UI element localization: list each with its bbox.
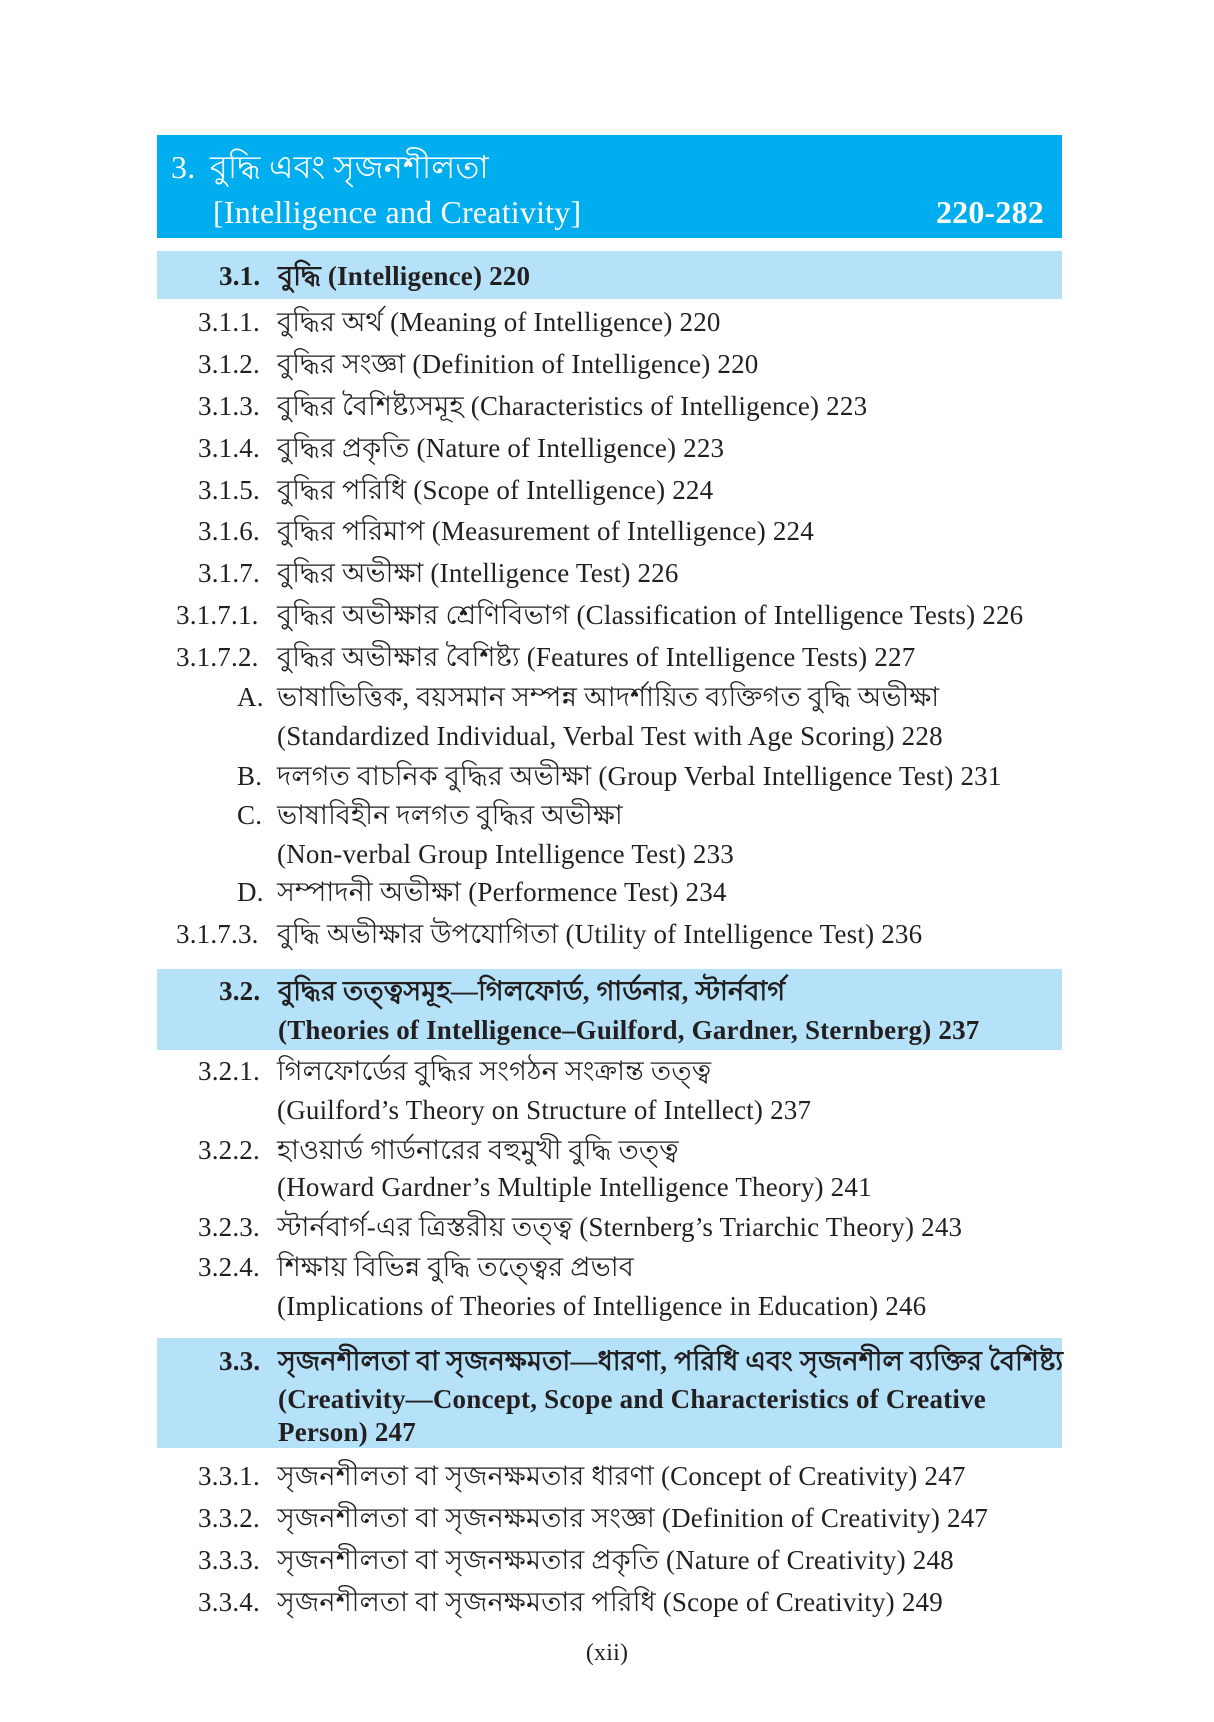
toc-entry-number: 3.1. <box>219 261 261 291</box>
toc-entry-number: C. <box>237 800 263 830</box>
toc-entry-number: 3.1.7. <box>198 558 260 588</box>
chapter-pages: 220-282 <box>935 194 1044 230</box>
toc-entry-title-continued: (Non-verbal Group Intelligence Test) 233 <box>277 839 734 869</box>
toc-entry-title: ভাষাভিত্তিক, বয়সমান সম্পন্ন আদর্শায়িত … <box>277 682 940 712</box>
toc-entry-title: বুদ্ধির অভীক্ষার শ্রেণিবিভাগ (Classifica… <box>277 600 1024 630</box>
toc-entry-number: 3.3.3. <box>198 1545 260 1575</box>
toc-entry-title: বুদ্ধির সংজ্ঞা (Definition of Intelligen… <box>277 349 759 379</box>
toc-entry-title: বুদ্ধি (Intelligence) 220 <box>278 261 531 291</box>
toc-entry-title-continued: (Standardized Individual, Verbal Test wi… <box>277 721 943 751</box>
page-number: (xii) <box>585 1640 629 1666</box>
toc-entry-title: সৃজনশীলতা বা সৃজনক্ষমতার প্রকৃতি (Nature… <box>277 1545 954 1575</box>
toc-entry-title: বুদ্ধি অভীক্ষার উপযোগিতা (Utility of Int… <box>277 919 923 949</box>
chapter-number: 3. <box>171 149 196 185</box>
toc-entry-title: সৃজনশীলতা বা সৃজনক্ষমতা—ধারণা, পরিধি এবং… <box>278 1346 1064 1376</box>
toc-entry-title-continued: Person) 247 <box>278 1417 416 1447</box>
toc-entry-number: 3.2.4. <box>198 1252 260 1282</box>
toc-entry-number: B. <box>237 761 263 791</box>
toc-entry-title: গিলফোর্ডের বুদ্ধির সংগঠন সংক্রান্ত তত্ত্… <box>277 1056 712 1086</box>
toc-entry-title: স্টার্নবার্গ-এর ত্রিস্তরীয় তত্ত্ব (Ster… <box>277 1212 963 1242</box>
chapter-header <box>157 135 1062 238</box>
toc-entry-number: 3.3.4. <box>198 1587 260 1617</box>
toc-entry-title: সৃজনশীলতা বা সৃজনক্ষমতার পরিধি (Scope of… <box>277 1587 943 1617</box>
toc-entry-title: বুদ্ধির অভীক্ষা (Intelligence Test) 226 <box>277 558 679 588</box>
toc-entry-number: 3.1.5. <box>198 475 260 505</box>
toc-entry-title: শিক্ষায় বিভিন্ন বুদ্ধি তত্ত্বের প্রভাব <box>277 1252 635 1282</box>
toc-entry-title-continued: (Guilford’s Theory on Structure of Intel… <box>277 1095 812 1125</box>
toc-entry-title: সৃজনশীলতা বা সৃজনক্ষমতার ধারণা (Concept … <box>277 1461 966 1491</box>
toc-entry-title: ভাষাবিহীন দলগত বুদ্ধির অভীক্ষা <box>277 800 623 830</box>
toc-entry-title: সম্পাদনী অভীক্ষা (Performence Test) 234 <box>277 877 727 907</box>
toc-entry-title: বুদ্ধির প্রকৃতি (Nature of Intelligence)… <box>277 433 725 463</box>
toc-entry-number: 3.2.3. <box>198 1212 260 1242</box>
toc-entry-title: হাওয়ার্ড গার্ডনারের বহুমুখী বুদ্ধি তত্ত… <box>277 1135 679 1165</box>
section-band-3-1 <box>157 251 1062 299</box>
toc-entry-title: সৃজনশীলতা বা সৃজনক্ষমতার সংজ্ঞা (Definit… <box>277 1503 989 1533</box>
toc-entry-title-continued: (Implications of Theories of Intelligenc… <box>277 1291 927 1321</box>
toc-entry-title: বুদ্ধির অভীক্ষার বৈশিষ্ট্য (Features of … <box>277 642 916 672</box>
section-band-3-3 <box>157 1338 1062 1448</box>
toc-entry-number: 3.2.2. <box>198 1135 260 1165</box>
toc-entry-number: 3.1.7.1. <box>176 600 259 630</box>
toc-entry-number: 3.1.6. <box>198 516 260 546</box>
toc-entry-title: দলগত বাচনিক বুদ্ধির অভীক্ষা (Group Verba… <box>277 761 1002 791</box>
chapter-title-bn: বুদ্ধি এবং সৃজনশীলতা <box>210 149 489 185</box>
toc-entry-title: বুদ্ধির বৈশিষ্ট্যসমূহ (Characteristics o… <box>277 391 868 421</box>
toc-entry-number: 3.1.2. <box>198 349 260 379</box>
toc-entry-title: বুদ্ধির অর্থ (Meaning of Intelligence) 2… <box>277 307 721 337</box>
toc-entry-number: 3.2. <box>219 976 261 1006</box>
toc-entry-number: A. <box>237 682 264 712</box>
toc-entry-title: বুদ্ধির পরিমাপ (Measurement of Intellige… <box>277 516 814 546</box>
toc-entry-title-continued: (Howard Gardner’s Multiple Intelligence … <box>277 1172 872 1202</box>
toc-entry-number: 3.3.2. <box>198 1503 260 1533</box>
section-band-3-2 <box>157 969 1062 1050</box>
toc-entry-number: 3.1.7.2. <box>176 642 259 672</box>
toc-entry-number: 3.1.7.3. <box>176 919 259 949</box>
toc-entry-title: বুদ্ধির পরিধি (Scope of Intelligence) 22… <box>277 475 714 505</box>
toc-entry-number: 3.3.1. <box>198 1461 260 1491</box>
toc-entry-number: 3.1.3. <box>198 391 260 421</box>
toc-entry-number: D. <box>237 877 264 907</box>
toc-entry-number: 3.2.1. <box>198 1056 260 1086</box>
toc-entry-number: 3.1.4. <box>198 433 260 463</box>
toc-entry-title-continued: (Creativity—Concept, Scope and Character… <box>278 1384 986 1414</box>
toc-entry-number: 3.3. <box>219 1346 261 1376</box>
toc-entry-title-continued: (Theories of Intelligence–Guilford, Gard… <box>278 1015 980 1045</box>
toc-entry-title: বুদ্ধির তত্ত্বসমূহ—গিলফোর্ড, গার্ডনার, স… <box>278 976 786 1006</box>
chapter-title-en: [Intelligence and Creativity] <box>213 194 582 230</box>
toc-entry-number: 3.1.1. <box>198 307 260 337</box>
